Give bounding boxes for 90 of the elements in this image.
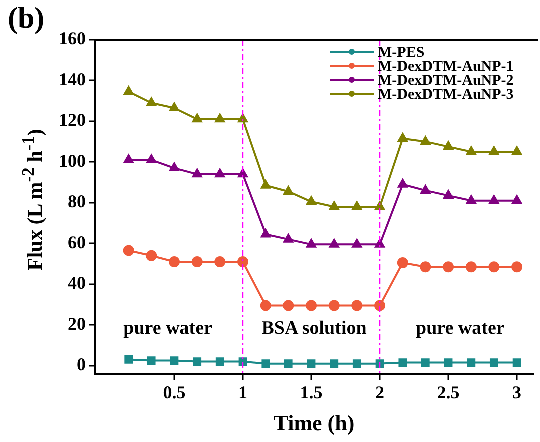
- y-tick-label: 120: [59, 110, 86, 130]
- point: [260, 180, 271, 189]
- point: [192, 168, 202, 178]
- point: [170, 356, 179, 365]
- point: [512, 146, 522, 156]
- point: [306, 300, 318, 312]
- chart-title: (b): [8, 2, 45, 36]
- y-tick-label: 80: [68, 192, 86, 212]
- point: [168, 256, 180, 268]
- x-axis-title: Time (h): [274, 410, 355, 436]
- point: [146, 154, 156, 164]
- point: [283, 300, 294, 312]
- point: [170, 162, 180, 172]
- point: [214, 256, 226, 268]
- point: [329, 202, 340, 210]
- point: [124, 154, 134, 164]
- point: [352, 202, 362, 210]
- point: [260, 300, 272, 312]
- point: [444, 358, 453, 367]
- y-tick-label: 0: [77, 354, 86, 375]
- point: [444, 190, 454, 200]
- y-tick-label: 40: [68, 273, 86, 294]
- point: [420, 185, 431, 194]
- x-tick-label: 2.5: [437, 382, 460, 402]
- point: [147, 356, 156, 365]
- point: [466, 262, 477, 273]
- point: [490, 358, 498, 367]
- point: [512, 195, 522, 204]
- point: [489, 195, 500, 204]
- point: [512, 358, 522, 367]
- point: [306, 196, 316, 206]
- y-tick-label: 60: [68, 232, 86, 252]
- legend-label: M-DexDTM-AuNP-2: [378, 72, 514, 89]
- point: [352, 300, 363, 312]
- point: [397, 258, 408, 269]
- point: [352, 239, 362, 248]
- point: [192, 114, 202, 123]
- point: [215, 168, 226, 178]
- x-tick-label: 0.5: [163, 382, 186, 402]
- point: [489, 146, 500, 156]
- point: [398, 358, 408, 367]
- annotation: pure water: [124, 318, 214, 339]
- point: [352, 360, 362, 368]
- x-tick-label: 1: [238, 382, 248, 402]
- point: [512, 262, 523, 273]
- annotation: pure water: [416, 318, 506, 339]
- point: [421, 358, 430, 367]
- point: [466, 146, 476, 156]
- point: [170, 102, 180, 112]
- point: [467, 358, 476, 367]
- point: [192, 256, 203, 268]
- legend-label: M-DexDTM-AuNP-3: [378, 86, 514, 103]
- y-tick-label: 20: [68, 314, 86, 334]
- point: [146, 250, 158, 262]
- y-tick-label: 100: [59, 150, 86, 171]
- point: [193, 358, 202, 366]
- point: [124, 356, 134, 364]
- point: [466, 195, 476, 204]
- point: [420, 262, 432, 273]
- point: [488, 262, 500, 273]
- point: [420, 136, 431, 146]
- point: [443, 262, 454, 273]
- y-tick-label: 160: [59, 28, 86, 49]
- point: [260, 228, 271, 238]
- x-tick-label: 2: [376, 382, 385, 402]
- point: [374, 300, 386, 312]
- point: [284, 234, 294, 243]
- point: [284, 360, 293, 368]
- point: [444, 141, 454, 150]
- point: [216, 358, 224, 366]
- point: [328, 300, 340, 312]
- point: [330, 360, 339, 368]
- point: [329, 239, 340, 248]
- point: [306, 239, 316, 248]
- legend-label: M-PES: [378, 44, 425, 61]
- point: [284, 186, 294, 195]
- legend-label: M-DexDTM-AuNP-1: [378, 58, 514, 75]
- annotation: BSA solution: [262, 318, 368, 339]
- y-tick-label: 140: [59, 69, 86, 90]
- point: [398, 179, 408, 188]
- point: [215, 114, 226, 123]
- point: [146, 98, 156, 106]
- point: [307, 360, 316, 368]
- point: [237, 256, 248, 268]
- point: [123, 245, 134, 256]
- point: [262, 360, 270, 368]
- point: [124, 86, 134, 96]
- x-tick-label: 3: [512, 382, 522, 402]
- point: [398, 133, 408, 142]
- x-tick-label: 1.5: [300, 382, 323, 402]
